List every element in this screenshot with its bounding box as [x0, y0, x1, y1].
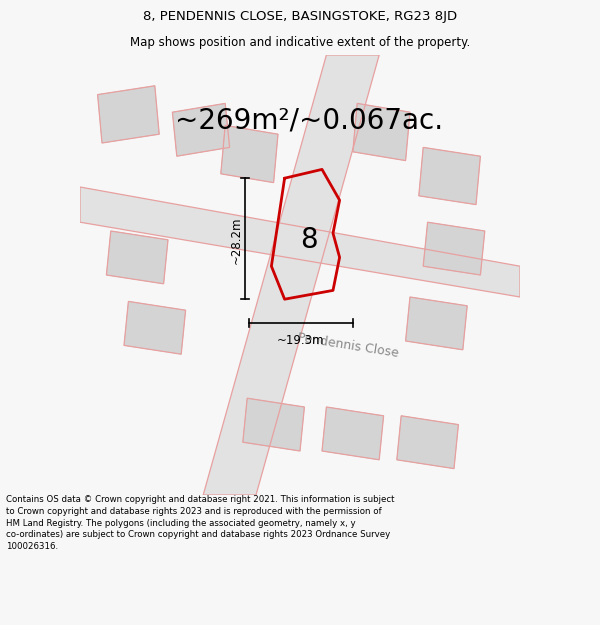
Text: Map shows position and indicative extent of the property.: Map shows position and indicative extent…	[130, 36, 470, 49]
Polygon shape	[98, 86, 159, 143]
Polygon shape	[172, 103, 230, 156]
Text: ~28.2m: ~28.2m	[230, 216, 242, 264]
Polygon shape	[106, 231, 168, 284]
Text: 8: 8	[300, 226, 317, 254]
Text: ~269m²/~0.067ac.: ~269m²/~0.067ac.	[175, 107, 443, 135]
Polygon shape	[419, 148, 481, 204]
Polygon shape	[80, 187, 520, 297]
Polygon shape	[124, 301, 185, 354]
Polygon shape	[243, 398, 304, 451]
Polygon shape	[397, 416, 458, 469]
Polygon shape	[406, 297, 467, 350]
Polygon shape	[353, 103, 410, 161]
Polygon shape	[221, 126, 278, 182]
Text: Pendennis Close: Pendennis Close	[297, 331, 400, 360]
Text: Contains OS data © Crown copyright and database right 2021. This information is : Contains OS data © Crown copyright and d…	[6, 495, 395, 551]
Polygon shape	[423, 222, 485, 275]
Text: 8, PENDENNIS CLOSE, BASINGSTOKE, RG23 8JD: 8, PENDENNIS CLOSE, BASINGSTOKE, RG23 8J…	[143, 10, 457, 23]
Polygon shape	[322, 407, 383, 460]
Text: ~19.3m: ~19.3m	[276, 334, 324, 348]
Polygon shape	[203, 55, 379, 495]
